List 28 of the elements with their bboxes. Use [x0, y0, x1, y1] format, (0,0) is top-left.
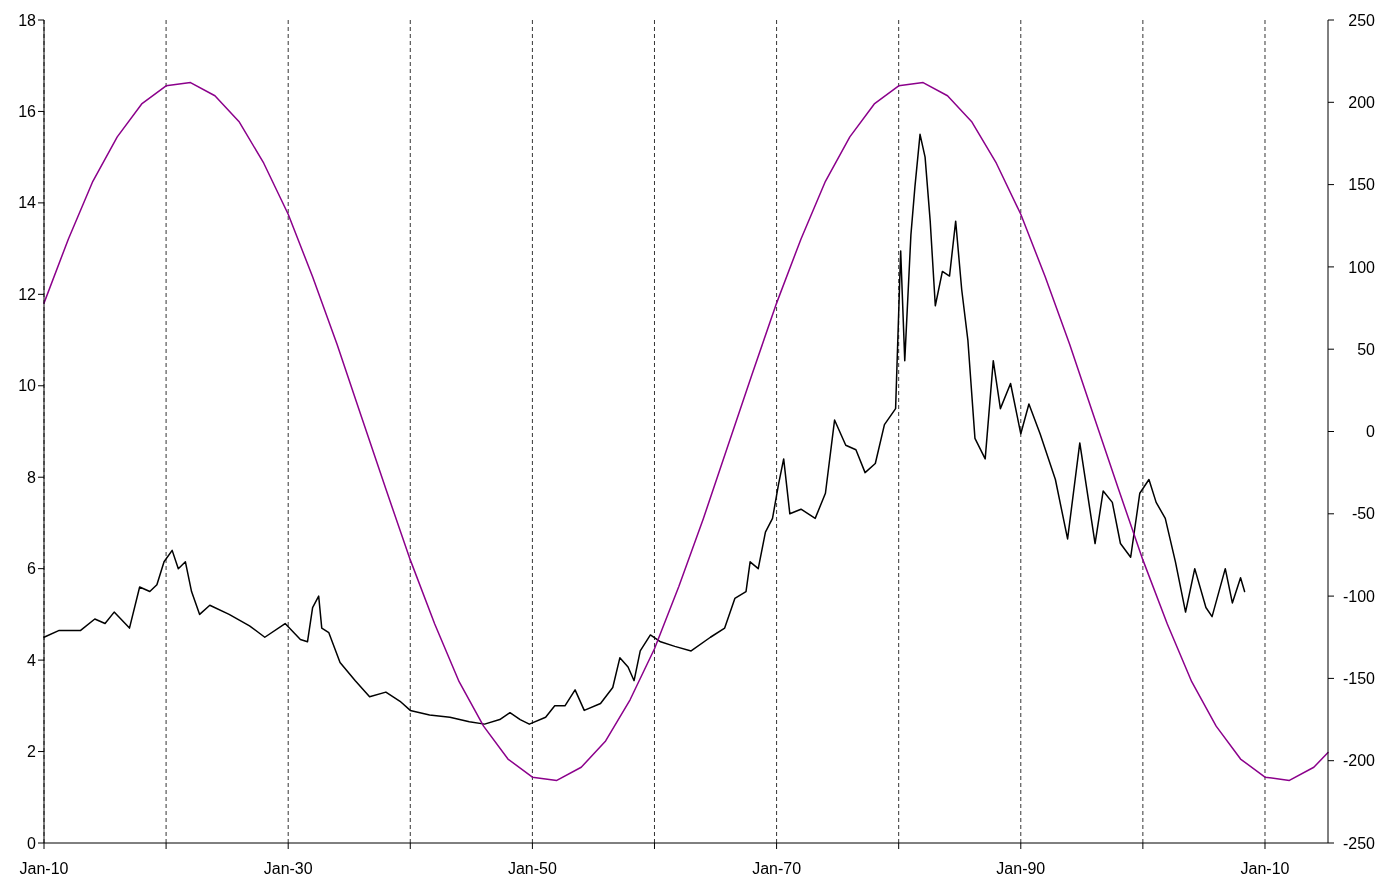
y2-tick-label: -150 — [1342, 670, 1376, 687]
x-tick-label: Jan-10 — [19, 860, 69, 877]
y-tick-label: 4 — [27, 651, 37, 669]
y2-tick-label: 200 — [1348, 93, 1376, 111]
line-series — [43, 81, 1329, 782]
x-tick-label: Jan-30 — [263, 860, 313, 877]
x-tick-label: Jan-70 — [752, 860, 802, 877]
y2-tick-label: 250 — [1348, 11, 1376, 29]
y2-tick-label: -50 — [1351, 505, 1376, 523]
x-tick-label: Jan-90 — [996, 860, 1046, 877]
y-tick-label: 16 — [18, 103, 37, 121]
x-tick-label: Jan-10 — [1240, 860, 1290, 877]
y2-tick-label: 0 — [1366, 423, 1376, 441]
y-tick-label: 2 — [27, 743, 37, 761]
y-tick-label: 12 — [18, 285, 37, 303]
x-tick-label: Jan-50 — [507, 860, 557, 877]
y-tick-label: 6 — [27, 560, 37, 578]
y2-tick-label: 150 — [1348, 176, 1376, 194]
y-tick-label: 18 — [18, 11, 37, 29]
y-tick-label: 14 — [18, 194, 37, 212]
y2-tick-label: 100 — [1348, 258, 1376, 276]
y2-tick-label: -100 — [1342, 587, 1376, 605]
y-tick-label: 0 — [27, 834, 37, 852]
y-tick-label: 10 — [18, 377, 37, 395]
y2-tick-label: -250 — [1342, 834, 1376, 852]
y2-tick-label: 50 — [1357, 340, 1376, 358]
y2-tick-label: -200 — [1342, 752, 1376, 770]
y-tick-label: 8 — [27, 468, 37, 486]
